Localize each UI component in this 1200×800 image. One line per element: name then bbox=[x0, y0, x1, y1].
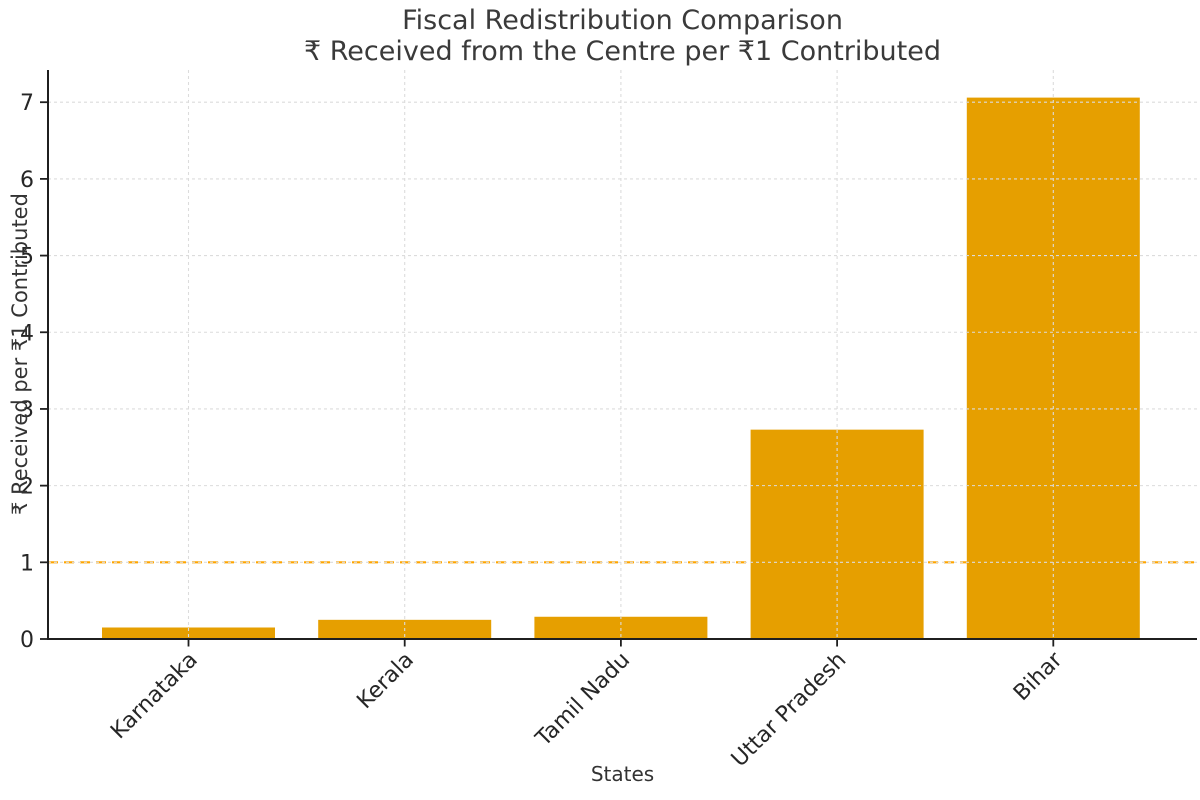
y-tick-label: 3 bbox=[20, 398, 34, 423]
y-axis-label: ₹ Received per ₹1 Contributed bbox=[8, 193, 32, 515]
x-tick-label: Bihar bbox=[1009, 647, 1068, 706]
y-tick-label: 4 bbox=[20, 321, 34, 346]
x-axis-label: States bbox=[590, 762, 655, 786]
x-tick-label: Kerala bbox=[352, 648, 418, 714]
y-tick-label: 2 bbox=[20, 475, 34, 500]
y-tick-label: 6 bbox=[20, 168, 34, 193]
bar-tamil-nadu bbox=[534, 616, 708, 639]
bar-bihar bbox=[966, 97, 1140, 640]
y-tick-label: 0 bbox=[20, 628, 34, 653]
x-tick-label: Tamil Nadu bbox=[531, 648, 635, 752]
chart-title: Fiscal Redistribution Comparison bbox=[402, 5, 843, 36]
y-tick-label: 1 bbox=[20, 551, 34, 576]
chart-title-block: Fiscal Redistribution Comparison ₹ Recei… bbox=[48, 5, 1197, 67]
x-tick-label: Uttar Pradesh bbox=[727, 648, 852, 773]
y-tick-label: 7 bbox=[20, 91, 34, 116]
x-tick-label: Karnataka bbox=[106, 648, 203, 745]
bar-karnataka bbox=[102, 627, 275, 639]
y-tick-label: 5 bbox=[20, 245, 34, 270]
chart-subtitle: ₹ Received from the Centre per ₹1 Contri… bbox=[304, 36, 941, 67]
